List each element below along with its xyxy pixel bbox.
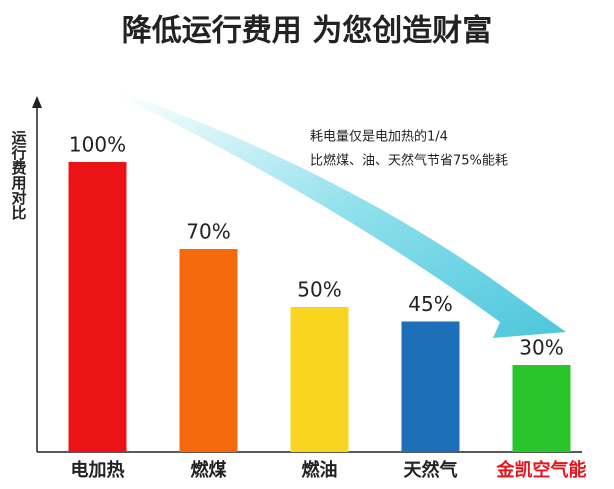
bar xyxy=(68,162,127,452)
value-label: 30% xyxy=(519,336,563,360)
x-tick-label: 燃油 xyxy=(302,459,338,481)
bar xyxy=(401,321,460,452)
value-label: 50% xyxy=(297,278,341,302)
x-tick-label: 天然气 xyxy=(404,459,458,481)
annotation: 比燃煤、油、天然气节省75%能耗 xyxy=(310,153,508,169)
y-axis-arrow xyxy=(32,96,42,108)
bar xyxy=(290,307,349,452)
value-label: 45% xyxy=(408,292,452,316)
value-label: 70% xyxy=(186,220,230,244)
x-tick-label: 金凯空气能 xyxy=(496,459,587,481)
bar xyxy=(512,365,571,452)
chart-title: 降低运行费用 为您创造财富 xyxy=(122,14,492,49)
trend-arrow xyxy=(122,92,566,338)
value-label: 100% xyxy=(69,133,126,157)
bar xyxy=(179,249,238,452)
annotation: 耗电量仅是电加热的1/4 xyxy=(310,129,448,145)
x-tick-label: 电加热 xyxy=(71,459,125,481)
x-tick-label: 燃煤 xyxy=(191,459,227,481)
y-axis-label: 运行费用对比 xyxy=(10,130,28,221)
